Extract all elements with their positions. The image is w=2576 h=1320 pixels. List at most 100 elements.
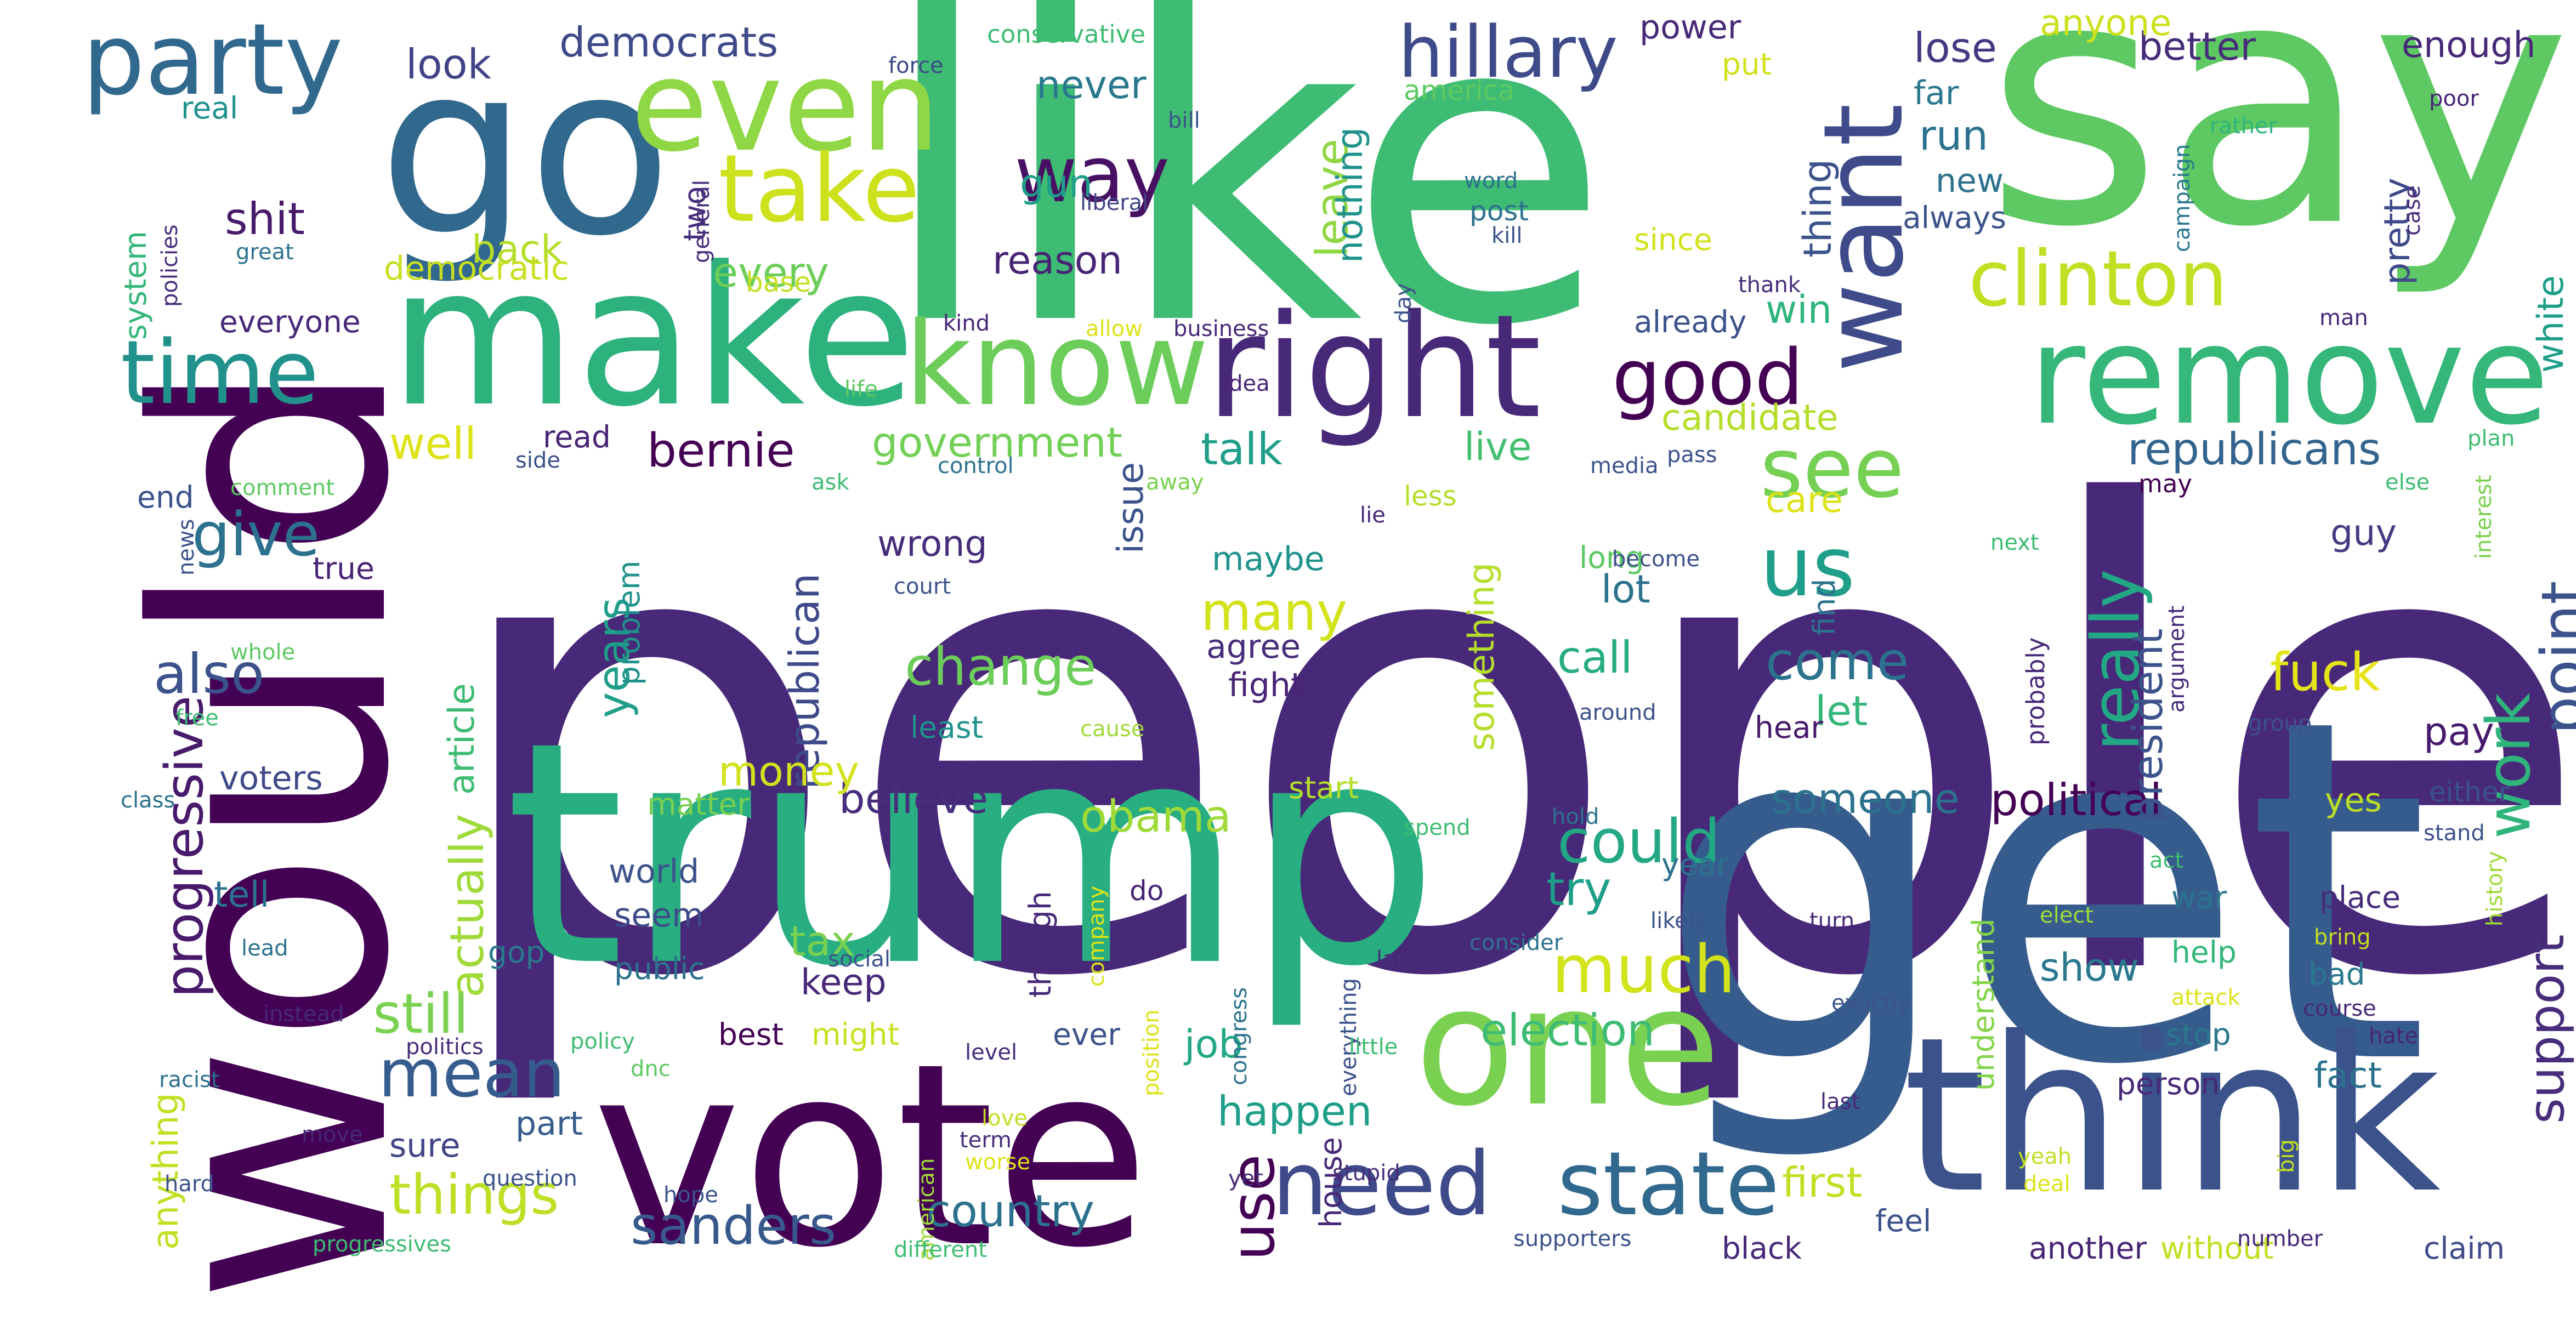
cloud-word-hope: hope: [663, 1182, 718, 1208]
cloud-word-force: force: [888, 53, 944, 78]
cloud-word-word: word: [1464, 168, 1518, 194]
cloud-word-democratic: democratic: [384, 249, 569, 288]
cloud-word-law: law: [1376, 947, 1414, 972]
cloud-word-try: try: [1546, 862, 1612, 917]
cloud-word-black: black: [1722, 1231, 1802, 1266]
cloud-word-change: change: [905, 637, 1097, 697]
cloud-word-bad: bad: [2308, 957, 2365, 992]
cloud-word-look: look: [406, 40, 492, 88]
cloud-word-conservative: conservative: [987, 20, 1146, 49]
cloud-word-without: without: [2160, 1231, 2274, 1266]
cloud-word-news: news: [174, 519, 199, 576]
cloud-word-nothing: nothing: [1330, 127, 1371, 263]
cloud-word-matter: matter: [647, 787, 750, 822]
cloud-word-hard: hard: [164, 1171, 214, 1197]
cloud-word-real: real: [181, 90, 239, 126]
cloud-word-number: number: [2237, 1226, 2323, 1251]
cloud-word-keep: keep: [801, 962, 887, 1003]
cloud-word-poor: poor: [2429, 86, 2479, 111]
cloud-word-else: else: [2385, 470, 2430, 495]
cloud-word-voters: voters: [219, 759, 323, 798]
cloud-word-go: go: [378, 14, 673, 288]
cloud-word-class: class: [121, 788, 175, 813]
cloud-word-power: power: [1639, 8, 1741, 47]
cloud-word-help: help: [2171, 935, 2237, 970]
cloud-word-best: best: [718, 1017, 784, 1052]
cloud-word-hold: hold: [1552, 804, 1599, 829]
cloud-word-little: little: [1349, 1034, 1398, 1060]
cloud-word-act: act: [2149, 848, 2184, 873]
cloud-word-well: well: [389, 418, 477, 469]
cloud-word-stop: stop: [2166, 1017, 2231, 1052]
cloud-word-come: come: [1766, 631, 1909, 692]
cloud-word-become: become: [1612, 547, 1700, 572]
cloud-word-part: part: [515, 1105, 583, 1143]
cloud-word-many: many: [1201, 582, 1348, 642]
cloud-word-cause: cause: [1080, 716, 1145, 742]
cloud-word-know: know: [905, 297, 1209, 431]
cloud-word-may: may: [2138, 469, 2193, 498]
cloud-word-feel: feel: [1875, 1203, 1932, 1238]
cloud-word-media: media: [1590, 453, 1659, 479]
cloud-word-elect: elect: [2040, 903, 2094, 928]
cloud-word-comment: comment: [230, 475, 335, 500]
cloud-word-general: general: [689, 179, 714, 263]
cloud-word-state: state: [1557, 1133, 1780, 1235]
cloud-word-always: always: [1903, 200, 2006, 235]
cloud-word-side: side: [515, 448, 560, 473]
cloud-word-us: us: [1760, 520, 1856, 615]
cloud-word-supporters: supporters: [1513, 1226, 1632, 1251]
cloud-word-spend: spend: [1404, 815, 1471, 840]
cloud-word-bill: bill: [1168, 108, 1200, 133]
cloud-word-shit: shit: [225, 194, 305, 244]
cloud-word-better: better: [2138, 24, 2256, 69]
cloud-word-stand: stand: [2424, 821, 2485, 846]
cloud-word-maybe: maybe: [1212, 540, 1325, 578]
cloud-word-problem: problem: [611, 560, 646, 685]
cloud-word-say: say: [1985, 0, 2572, 301]
cloud-word-hear: hear: [1755, 710, 1824, 745]
cloud-word-everyone: everyone: [219, 304, 361, 339]
cloud-word-control: control: [938, 453, 1014, 479]
cloud-word-also: also: [154, 642, 265, 706]
cloud-word-fact: fact: [2314, 1055, 2382, 1096]
cloud-word-around: around: [1579, 700, 1656, 725]
cloud-word-course: course: [2303, 996, 2376, 1021]
cloud-word-stupid: stupid: [1332, 1160, 1400, 1186]
cloud-word-yes: yes: [2325, 781, 2382, 820]
cloud-word-agree: agree: [1206, 628, 1301, 666]
cloud-word-take: take: [718, 135, 920, 243]
cloud-word-political: political: [1990, 775, 2163, 826]
cloud-word-party: party: [82, 3, 343, 117]
cloud-word-bring: bring: [2314, 925, 2371, 950]
cloud-word-issue: issue: [1110, 462, 1151, 554]
cloud-word-move: move: [302, 1122, 363, 1147]
cloud-word-candidate: candidate: [1661, 397, 1839, 439]
cloud-word-year: year: [1661, 847, 1729, 882]
cloud-word-thing: thing: [1795, 158, 1840, 258]
cloud-word-sanders: sanders: [631, 1196, 837, 1256]
cloud-word-idea: idea: [1223, 371, 1270, 396]
cloud-word-still: still: [373, 982, 469, 1046]
cloud-word-base: base: [746, 266, 812, 298]
cloud-word-long: long: [1579, 540, 1644, 575]
cloud-word-congress: congress: [1227, 987, 1252, 1085]
cloud-word-politics: politics: [406, 1034, 484, 1060]
cloud-word-election: election: [1480, 1005, 1655, 1056]
cloud-word-person: person: [2117, 1066, 2220, 1101]
cloud-word-social: social: [828, 947, 891, 972]
cloud-word-first: first: [1782, 1158, 1863, 1207]
cloud-word-talk: talk: [1201, 424, 1283, 475]
cloud-word-obama: obama: [1080, 791, 1232, 842]
cloud-word-let: let: [1815, 687, 1868, 735]
cloud-word-group: group: [2248, 711, 2312, 736]
cloud-word-gop: gop: [488, 935, 545, 970]
cloud-word-anyone: anyone: [2040, 3, 2172, 44]
cloud-word-find: find: [1807, 578, 1842, 636]
cloud-word-could: could: [1557, 806, 1721, 877]
cloud-word-free: free: [175, 705, 219, 731]
cloud-word-see: see: [1760, 421, 1904, 516]
cloud-word-system: system: [118, 231, 153, 340]
cloud-word-end: end: [137, 480, 194, 515]
cloud-word-day: day: [1391, 283, 1416, 323]
